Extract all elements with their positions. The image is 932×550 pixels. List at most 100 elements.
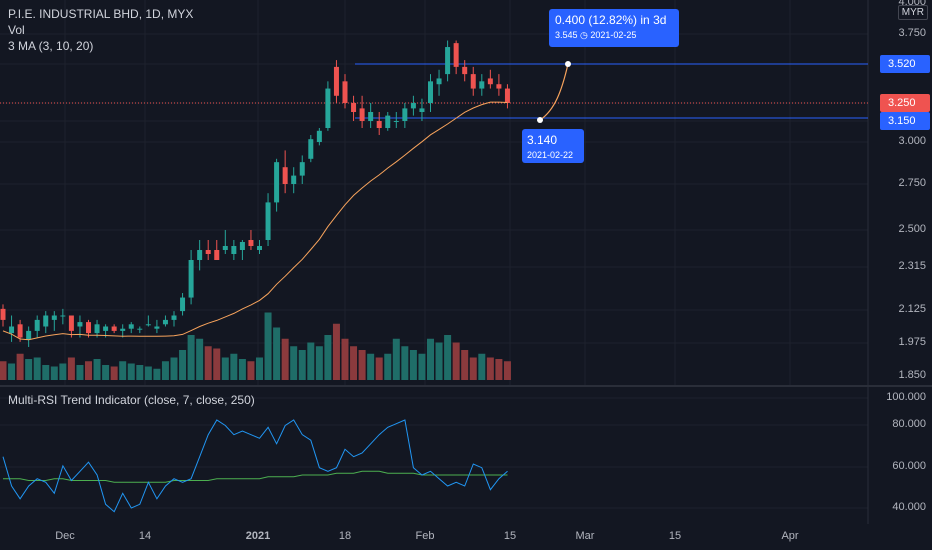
- volume-bar: [8, 363, 16, 380]
- volume-bar: [324, 335, 332, 380]
- rsi-scale-label: 100.000: [886, 391, 926, 403]
- candle-body: [188, 260, 194, 298]
- volume-bar: [409, 350, 417, 380]
- measure-start: 3.140: [527, 133, 558, 147]
- measure-target: 3.545 ◷ 2021-02-25: [555, 30, 637, 40]
- candle-body: [197, 250, 203, 260]
- price-chart[interactable]: [0, 0, 932, 385]
- volume-bar: [503, 361, 511, 380]
- volume-bar: [50, 366, 58, 380]
- candle-body: [274, 162, 280, 203]
- volume-bar: [256, 357, 263, 380]
- volume-bar: [486, 357, 494, 380]
- currency-badge[interactable]: MYR: [897, 5, 928, 20]
- rsi-trend-line: [3, 470, 508, 483]
- volume-bar: [213, 348, 221, 380]
- measure-tooltip-upper: 0.400 (12.82%) in 3d 3.545 ◷ 2021-02-25: [549, 9, 679, 47]
- candle-body: [43, 315, 49, 327]
- candle-body: [325, 88, 331, 128]
- volume-bar: [469, 357, 477, 380]
- volume-bar: [196, 338, 204, 380]
- price-scale-label: 3.750: [898, 27, 926, 39]
- candle-body: [333, 66, 339, 96]
- volume-bar: [179, 350, 187, 380]
- candle-body: [145, 324, 151, 326]
- candle-body: [68, 315, 74, 331]
- price-scale-label: 2.125: [898, 303, 926, 315]
- candle-body: [0, 308, 6, 320]
- volume-bar: [161, 361, 169, 380]
- volume-bar: [0, 361, 7, 380]
- candle-body: [60, 315, 66, 317]
- candle-body: [214, 250, 220, 260]
- volume-bar: [315, 346, 323, 380]
- candle-body: [257, 246, 262, 250]
- rsi-scale-label: 60.000: [892, 460, 926, 472]
- candle-body: [368, 112, 374, 121]
- volume-bar: [76, 365, 84, 380]
- volume-bar: [452, 342, 460, 380]
- volume-bar: [119, 361, 127, 380]
- volume-bar: [273, 327, 281, 380]
- candle-body: [445, 47, 451, 75]
- candle-body: [410, 103, 416, 109]
- time-axis-label: 15: [668, 530, 682, 542]
- time-axis-label: 2021: [245, 530, 271, 542]
- candle-body: [291, 175, 297, 184]
- volume-bar: [495, 359, 503, 380]
- rsi-chart[interactable]: [0, 387, 932, 524]
- volume-bar: [264, 312, 272, 380]
- time-axis-label: Feb: [415, 530, 435, 542]
- candle-body: [462, 66, 468, 75]
- candle-body: [419, 108, 425, 112]
- volume-bar: [136, 365, 144, 380]
- rsi-pane[interactable]: Multi-RSI Trend Indicator (close, 7, clo…: [0, 387, 932, 524]
- measure-change: 0.400 (12.82%) in 3d: [555, 13, 667, 27]
- price-scale-label: 2.315: [898, 260, 926, 272]
- candle-body: [137, 328, 143, 330]
- candle-body: [248, 240, 254, 246]
- price-scale-label: 3.000: [898, 135, 926, 147]
- measure-start-date: 2021-02-22: [527, 150, 574, 160]
- price-pane[interactable]: P.I.E. INDUSTRIAL BHD, 1D, MYX Vol 3 MA …: [0, 0, 932, 385]
- candle-body: [504, 88, 510, 103]
- ma-label: 3 MA (3, 10, 20): [8, 39, 94, 53]
- chart-legend: P.I.E. INDUSTRIAL BHD, 1D, MYX Vol 3 MA …: [8, 6, 193, 54]
- volume-bar: [358, 350, 366, 380]
- time-axis-label: 15: [503, 530, 517, 542]
- candle-body: [351, 103, 357, 112]
- time-axis-label: Mar: [575, 530, 595, 542]
- candle-body: [376, 121, 382, 128]
- volume-bar: [93, 359, 101, 380]
- candle-body: [316, 130, 322, 142]
- volume-bar: [16, 353, 24, 380]
- candle-body: [231, 246, 237, 254]
- candle-body: [17, 324, 23, 338]
- rsi-scale-label: 40.000: [892, 501, 926, 513]
- volume-bar: [444, 335, 452, 380]
- price-scale-label: 4.000: [898, 0, 926, 8]
- volume-bar: [392, 338, 400, 380]
- pane-divider[interactable]: [0, 385, 932, 387]
- volume-bar: [42, 365, 50, 380]
- candle-body: [34, 319, 40, 331]
- price-tag-upper: 3.520: [880, 55, 930, 73]
- volume-bar: [67, 357, 75, 380]
- candle-body: [205, 250, 211, 254]
- time-axis-label: Apr: [781, 530, 799, 542]
- volume-bar: [25, 359, 33, 380]
- volume-bar: [144, 366, 152, 380]
- candle-body: [128, 324, 134, 329]
- candle-body: [308, 139, 314, 159]
- volume-bar: [375, 357, 383, 380]
- rsi-line: [2, 419, 508, 513]
- candle-body: [162, 319, 168, 325]
- price-scale-label: 2.500: [898, 223, 926, 235]
- candle-body: [402, 108, 408, 121]
- candle-body: [154, 326, 160, 329]
- candle-body: [359, 108, 365, 121]
- volume-bar: [187, 335, 195, 380]
- volume-bar: [341, 338, 349, 380]
- price-scale-label: 2.750: [898, 177, 926, 189]
- candle-body: [479, 81, 485, 89]
